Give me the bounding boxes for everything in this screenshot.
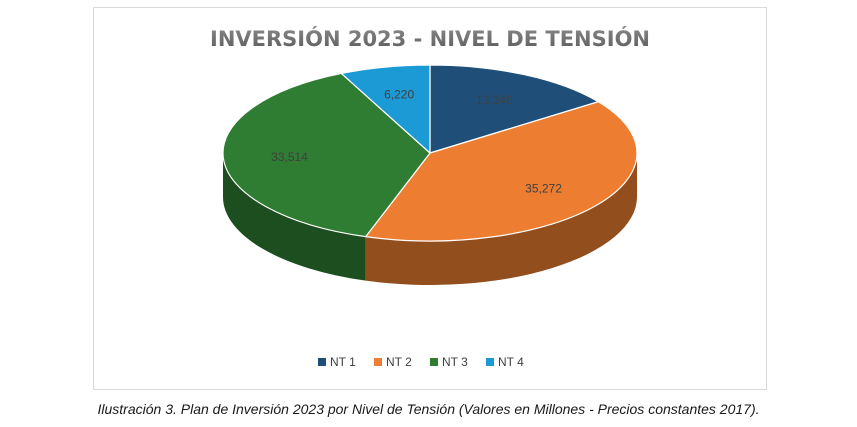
legend: NT 1 NT 2 NT 3 NT 4: [318, 355, 524, 369]
legend-label-nt-4: NT 4: [498, 355, 524, 369]
pie-slice-nt-1: [429, 64, 599, 154]
legend-label-nt-1: NT 1: [330, 355, 356, 369]
pie-slice-nt-4: [340, 64, 431, 154]
pie-chart: INVERSIÓN 2023 - NIVEL DE TENSIÓN 13,346…: [210, 26, 650, 369]
legend-label-nt-3: NT 3: [442, 355, 468, 369]
legend-swatch-nt-1: [318, 358, 326, 366]
data-label-nt-2: 35,272: [525, 181, 562, 195]
data-label-nt-3: 33,514: [271, 150, 308, 164]
pie-slice-nt-3: [222, 72, 431, 238]
legend-label-nt-2: NT 2: [386, 355, 412, 369]
pie-slice-side-nt-2: [365, 153, 637, 286]
data-label-nt-4: 6,220: [384, 88, 414, 102]
figure-caption: Ilustración 3. Plan de Inversión 2023 po…: [97, 401, 760, 417]
legend-swatch-nt-3: [430, 358, 438, 366]
pie-slice-nt-2: [365, 101, 638, 242]
legend-swatch-nt-2: [374, 358, 382, 366]
legend-swatch-nt-4: [486, 358, 494, 366]
pie-slice-side-nt-3: [223, 153, 366, 281]
data-label-nt-1: 13,346: [476, 93, 513, 107]
chart-title: INVERSIÓN 2023 - NIVEL DE TENSIÓN: [210, 26, 650, 51]
chart-frame: INVERSIÓN 2023 - NIVEL DE TENSIÓN 13,346…: [93, 7, 767, 390]
